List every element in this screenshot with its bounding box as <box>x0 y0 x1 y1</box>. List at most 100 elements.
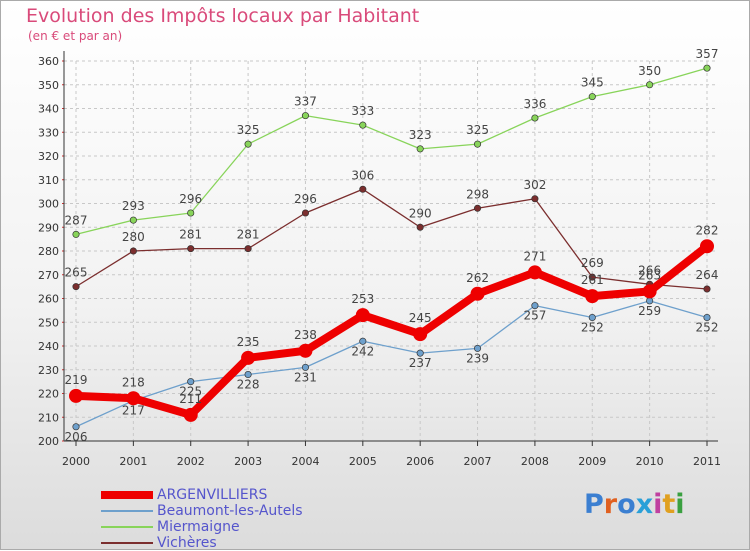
x-tick-label: 2004 <box>291 455 319 468</box>
data-point-argenvilliers <box>355 308 370 323</box>
data-label-vich-res: 264 <box>696 268 719 282</box>
data-label-vich-res: 290 <box>409 206 432 220</box>
y-tick-label: 280 <box>38 245 59 258</box>
data-point-argenvilliers <box>241 350 256 365</box>
data-label-argenvilliers: 261 <box>581 273 604 287</box>
logo-letter: r <box>603 489 618 520</box>
data-label-vich-res: 280 <box>122 230 145 244</box>
y-tick-label: 240 <box>38 340 59 353</box>
data-point-miermaigne <box>531 114 539 122</box>
data-point-vich-res <box>244 245 252 253</box>
data-point-vich-res <box>531 195 539 203</box>
data-point-beaumont-les-autels <box>72 423 80 431</box>
y-tick-label: 320 <box>38 150 59 163</box>
data-label-beaumont-les-autels: 242 <box>351 344 374 358</box>
data-point-miermaigne <box>588 93 596 101</box>
data-point-vich-res <box>129 247 137 255</box>
legend-label: Beaumont-les-Autels <box>157 503 303 519</box>
data-label-argenvilliers: 282 <box>696 223 719 237</box>
data-point-miermaigne <box>473 140 482 148</box>
x-tick-label: 2002 <box>177 455 205 468</box>
data-label-miermaigne: 336 <box>523 97 546 111</box>
data-point-vich-res <box>187 245 195 253</box>
legend-swatch <box>101 491 153 499</box>
legend-label: ARGENVILLIERS <box>157 487 268 503</box>
data-point-vich-res <box>588 273 596 281</box>
data-label-argenvilliers: 218 <box>122 375 145 389</box>
logo-letter: i <box>653 489 663 520</box>
data-label-miermaigne: 357 <box>696 47 719 61</box>
series-line-beaumont-les-autels <box>75 300 708 428</box>
data-point-argenvilliers <box>126 391 141 406</box>
data-label-argenvilliers: 238 <box>294 328 317 342</box>
chart-subtitle: (en € et par an) <box>28 29 123 43</box>
logo-letter: x <box>635 489 654 520</box>
x-tick-label: 2011 <box>693 455 721 468</box>
legend-item: ARGENVILLIERS <box>101 487 303 503</box>
data-point-miermaigne <box>129 216 137 224</box>
x-tick-label: 2007 <box>464 455 492 468</box>
y-tick-label: 220 <box>38 388 59 401</box>
data-point-beaumont-les-autels <box>244 370 252 379</box>
legend-swatch <box>101 526 153 528</box>
legend-swatch <box>101 510 153 512</box>
y-tick-label: 330 <box>38 126 59 139</box>
x-tick-label: 2006 <box>406 455 434 468</box>
data-point-miermaigne <box>416 145 424 153</box>
data-label-beaumont-les-autels: 225 <box>179 385 202 399</box>
legend-item: Vichères <box>101 535 303 551</box>
data-label-argenvilliers: 253 <box>351 292 374 306</box>
data-point-vich-res <box>301 209 310 217</box>
legend-label: Vichères <box>157 535 217 551</box>
data-label-argenvilliers: 245 <box>409 311 432 325</box>
data-point-argenvilliers <box>413 327 428 342</box>
data-label-beaumont-les-autels: 228 <box>237 378 260 392</box>
data-label-vich-res: 281 <box>179 228 202 242</box>
data-point-argenvilliers <box>298 343 313 358</box>
y-tick-label: 260 <box>38 293 59 306</box>
data-label-vich-res: 265 <box>65 266 88 280</box>
data-label-beaumont-les-autels: 252 <box>696 321 719 335</box>
series-line-vich-res <box>75 188 708 290</box>
data-point-miermaigne <box>244 140 252 148</box>
data-label-beaumont-les-autels: 239 <box>466 351 489 365</box>
data-label-argenvilliers: 271 <box>523 249 546 263</box>
data-point-argenvilliers <box>642 284 657 299</box>
data-point-beaumont-les-autels <box>187 378 195 386</box>
data-point-miermaigne <box>72 230 80 238</box>
data-label-miermaigne: 296 <box>179 192 202 206</box>
data-label-argenvilliers: 219 <box>65 373 88 387</box>
logo-letter: i <box>675 489 685 520</box>
x-tick-label: 2000 <box>62 455 90 468</box>
x-tick-label: 2009 <box>578 455 606 468</box>
y-tick-label: 200 <box>38 435 59 448</box>
x-tick-label: 2005 <box>349 455 377 468</box>
data-label-beaumont-les-autels: 252 <box>581 321 604 335</box>
data-label-miermaigne: 325 <box>466 123 489 137</box>
y-tick-label: 250 <box>38 316 59 329</box>
data-label-miermaigne: 345 <box>581 76 604 90</box>
data-label-miermaigne: 325 <box>237 123 260 137</box>
data-point-beaumont-les-autels <box>531 302 539 310</box>
data-point-beaumont-les-autels <box>359 337 367 345</box>
data-point-vich-res <box>703 285 711 293</box>
x-tick-label: 2001 <box>119 455 147 468</box>
legend-item: Miermaigne <box>101 519 303 535</box>
legend-item: Beaumont-les-Autels <box>101 503 303 519</box>
data-label-miermaigne: 287 <box>65 213 88 227</box>
data-label-vich-res: 302 <box>523 178 546 192</box>
logo-letter: t <box>662 489 676 520</box>
data-label-beaumont-les-autels: 259 <box>638 304 661 318</box>
y-tick-label: 350 <box>38 79 59 92</box>
y-tick-label: 300 <box>38 198 59 211</box>
data-point-vich-res <box>473 204 482 212</box>
y-tick-label: 210 <box>38 411 59 424</box>
y-tick-label: 290 <box>38 221 59 234</box>
data-label-beaumont-les-autels: 237 <box>409 356 432 370</box>
y-tick-label: 270 <box>38 269 59 282</box>
data-point-argenvilliers <box>183 407 198 422</box>
chart-title: Evolution des Impôts locaux par Habitant <box>26 5 420 27</box>
data-point-argenvilliers <box>700 239 714 254</box>
